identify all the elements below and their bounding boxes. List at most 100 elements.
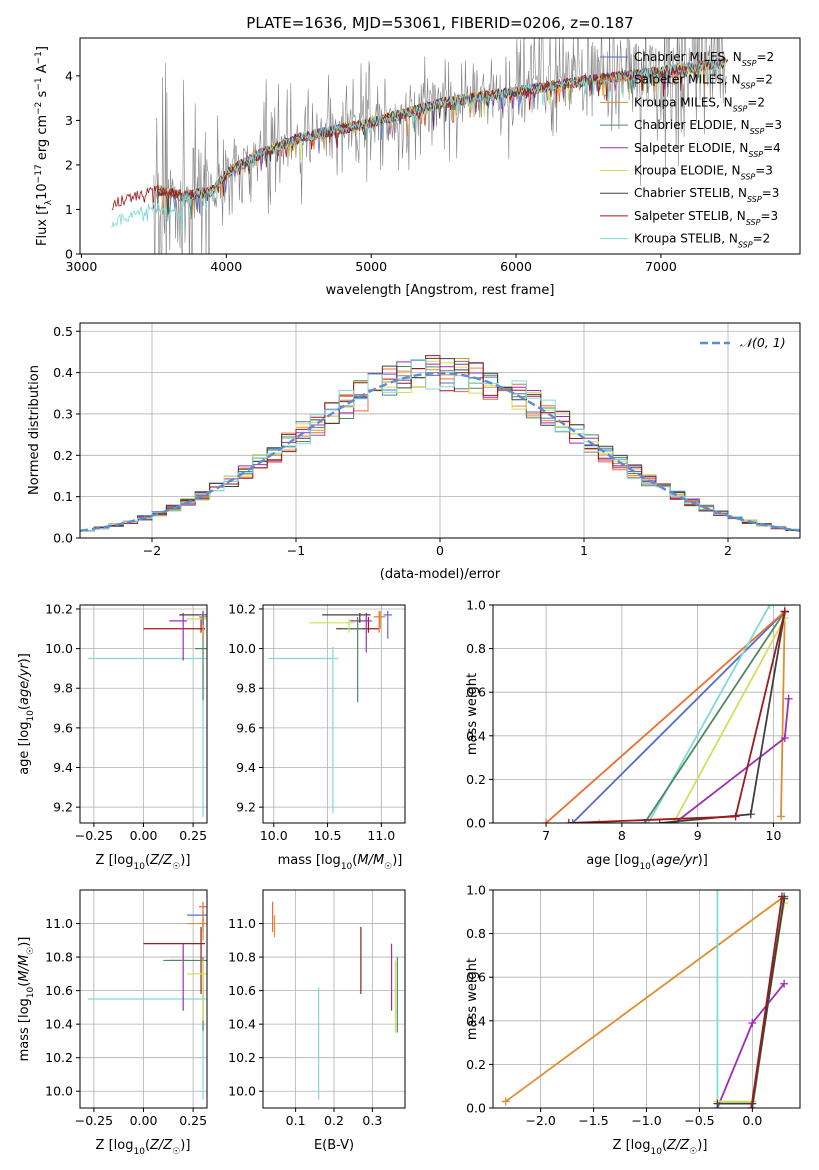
label-part: )]: [698, 853, 708, 868]
x-tick-label: 8: [618, 828, 626, 843]
x-tick-label: 0.00: [130, 828, 158, 843]
y-tick-label: 0.0: [466, 816, 486, 831]
y-tick-label: 10.4: [228, 1017, 256, 1032]
series-marker: [765, 605, 774, 609]
x-tick-label: −0.25: [75, 1113, 113, 1128]
y-tick-label: 0.0: [53, 531, 73, 546]
legend-sub: SSP: [741, 81, 756, 90]
label-part: (: [352, 853, 357, 868]
y-axis-label: Normed distribution: [27, 365, 42, 495]
point-kroupa-stelib: [87, 646, 207, 818]
residuals-panel: −2 −1 0 1 2 0.0 0.1 0.2 0.3 0.4 0.5 𝒩(0, 1) (data-mo…: [27, 322, 801, 582]
y-tick-label: 9.2: [236, 800, 256, 815]
y-tick-label: 0: [65, 247, 73, 262]
series-line: [505, 895, 785, 1103]
legend-name: Chabrier STELIB, N: [634, 186, 747, 200]
label-part: )]: [180, 853, 190, 868]
legend-n: =3: [762, 186, 780, 200]
point-chabrier-miles: [187, 911, 207, 932]
legend-sub: SSP: [741, 172, 756, 181]
mass-vs-ebv-panel: 0.1 0.2 0.3 10.0 10.2 10.4 10.6 10.8 11.0 E(B-V): [228, 889, 406, 1153]
x-axis-label: Z [log10(Z/Z☉)]: [96, 1138, 191, 1157]
label-part: erg cm: [35, 115, 50, 164]
y-tick-label: 10.4: [45, 1017, 73, 1032]
y-tick-label: 10.2: [228, 601, 256, 616]
x-axis-label: Z [log10(Z/Z☉)]: [613, 1138, 708, 1157]
series-chabrier-stelib: [655, 607, 789, 823]
legend-sub: SSP: [733, 104, 748, 113]
x-tick-label: 7000: [645, 259, 677, 274]
series-marker: [713, 1099, 722, 1108]
y-axis-label: Flux [fλ10−17 erg cm−2 s−1 A−1]: [34, 46, 54, 246]
x-axis-label: E(B-V): [314, 1138, 354, 1153]
legend-entry: Chabrier MILES, NSSP=2: [634, 50, 774, 68]
legend-name: Kroupa MILES, N: [634, 95, 733, 109]
legend-entry: Chabrier ELODIE, NSSP=3: [634, 118, 782, 136]
plot-area: [501, 890, 789, 1108]
point-kroupa-miles: [187, 920, 207, 941]
x-tick-label: 10.5: [314, 828, 342, 843]
series-marker: [747, 1104, 756, 1108]
x-tick-label: 2: [724, 543, 732, 558]
x-tick-label: 3000: [66, 259, 98, 274]
series-marker: [777, 812, 786, 821]
point-salpeter-elodie: [169, 943, 188, 1011]
label-part: 10: [650, 1147, 662, 1157]
label-part: Z [log: [613, 1138, 651, 1153]
label-part: −1: [34, 51, 44, 64]
series-line: [545, 610, 786, 823]
point-chabrier-stelib: [322, 612, 371, 623]
label-part: )]: [17, 937, 32, 947]
y-tick-label: 10.2: [45, 1050, 73, 1065]
y-tick-label: 10.0: [228, 641, 256, 656]
legend-entry: Kroupa MILES, NSSP=2: [634, 95, 765, 113]
legend-name: Salpeter MILES, N: [634, 73, 741, 87]
y-tick-label: 1: [65, 202, 73, 217]
legend-sub: SSP: [748, 149, 763, 158]
series-marker: [746, 810, 755, 819]
series-kroupa-elodie: [669, 614, 789, 823]
y-tick-label: 10.6: [45, 983, 73, 998]
series-marker: [568, 819, 577, 823]
x-tick-label: 10: [766, 828, 782, 843]
y-axis-label: mass weight: [465, 958, 480, 1040]
x-axis-label: mass [log10(M/M☉)]: [278, 853, 403, 872]
x-tick-label: −1.5: [578, 1113, 608, 1128]
x-axis-label: Z [log10(Z/Z☉)]: [96, 853, 191, 872]
y-tick-label: 10.0: [45, 1084, 73, 1099]
point-chabrier-miles: [199, 610, 207, 625]
series-line: [571, 610, 786, 823]
plot-area: [87, 610, 207, 818]
point-salpeter-miles: [373, 610, 385, 633]
label-part: mass [log: [278, 853, 341, 868]
x-tick-label: 9: [694, 828, 702, 843]
point-kroupa-elodie: [187, 960, 207, 1021]
series-salpeter-elodie: [713, 979, 789, 1108]
normal-curve: [80, 371, 800, 532]
y-tick-label: 2: [65, 157, 73, 172]
series-marker: [669, 819, 678, 823]
label-part: M/M: [357, 853, 384, 868]
label-part: ☉: [384, 862, 392, 872]
label-part: 10: [341, 862, 353, 872]
chart-title: PLATE=1636, MJD=53061, FIBERID=0206, z=0…: [246, 14, 633, 32]
x-tick-label: 0.0: [742, 1113, 762, 1128]
x-tick-label: −0.5: [684, 1113, 714, 1128]
point-salpeter-stelib: [143, 616, 206, 633]
x-tick-label: 0: [436, 543, 444, 558]
x-tick-label: 11.0: [367, 828, 395, 843]
y-tick-label: 0.2: [466, 1057, 486, 1072]
x-tick-label: −2.0: [525, 1113, 555, 1128]
label-part: Z [log: [96, 853, 134, 868]
x-tick-label: −1: [287, 543, 305, 558]
x-axis-label: age [log10(age/yr)]: [586, 853, 708, 872]
series-line: [599, 605, 785, 823]
y-tick-label: 0.3: [53, 406, 73, 421]
y-tick-label: 10.2: [228, 1050, 256, 1065]
axes-frame: [492, 604, 801, 824]
y-tick-label: 4: [65, 68, 73, 83]
series-marker: [780, 733, 789, 742]
plot-area: [87, 901, 207, 1100]
